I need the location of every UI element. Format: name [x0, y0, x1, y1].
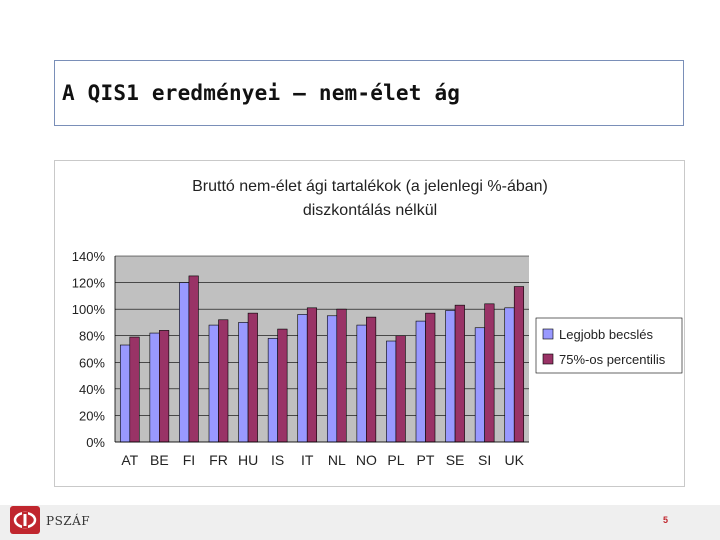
bar	[395, 335, 406, 443]
bar	[366, 316, 377, 443]
x-tick-label: HU	[238, 452, 258, 468]
bar	[218, 319, 229, 443]
bar	[277, 328, 288, 443]
legend-box	[535, 317, 683, 374]
bar	[188, 275, 199, 443]
bar	[238, 322, 249, 443]
legend-label: 75%-os percentilis	[559, 352, 666, 367]
y-tick-label: 40%	[79, 382, 105, 397]
x-tick-label: UK	[504, 452, 524, 468]
y-tick-label: 0%	[86, 435, 105, 450]
bar	[356, 324, 367, 443]
x-tick-label: IT	[301, 452, 314, 468]
y-tick-label: 100%	[72, 302, 106, 317]
bar	[425, 312, 436, 443]
page-number: 5	[663, 515, 669, 525]
bar	[129, 336, 140, 443]
chart-frame: Bruttó nem-élet ági tartalékok (a jelenl…	[54, 160, 685, 487]
legend-label: Legjobb becslés	[559, 327, 653, 342]
x-tick-label: SI	[478, 452, 491, 468]
bar	[149, 332, 160, 443]
y-tick-label: 20%	[79, 408, 105, 423]
bar	[179, 282, 190, 443]
bar	[504, 307, 515, 443]
bar	[267, 338, 278, 443]
bar	[454, 304, 465, 443]
chart-legend: Legjobb becslés 75%-os percentilis	[535, 317, 683, 374]
bar	[484, 303, 495, 443]
bar	[119, 344, 131, 443]
bar	[513, 286, 525, 443]
y-tick-label: 80%	[79, 329, 105, 344]
x-tick-label: SE	[446, 452, 465, 468]
bar	[297, 314, 308, 443]
slide-title-box: A QIS1 eredményei – nem-élet ág	[54, 60, 684, 126]
chart-title: Bruttó nem-élet ági tartalékok (a jelenl…	[192, 178, 548, 195]
x-tick-label: FR	[209, 452, 228, 468]
plot-area: 0% 20% 40% 60% 80% 100% 120% 140% AT BE FI FR HU IS IT…	[72, 249, 529, 468]
logo-text: PSZÁF	[46, 514, 91, 528]
legend-swatch	[542, 353, 554, 365]
bar	[159, 330, 170, 443]
legend-swatch	[542, 328, 554, 340]
x-tick-label: NO	[356, 452, 377, 468]
x-tick-label: BE	[150, 452, 169, 468]
slide-title: A QIS1 eredményei – nem-élet ág	[62, 81, 461, 105]
x-tick-label: IS	[271, 452, 284, 468]
bar	[208, 324, 219, 443]
bar-chart: Bruttó nem-élet ági tartalékok (a jelenl…	[72, 178, 683, 468]
x-tick-label: PL	[387, 452, 404, 468]
bar	[445, 310, 456, 443]
x-tick-label: PT	[417, 452, 435, 468]
footer-bar	[0, 505, 720, 540]
bar	[306, 307, 318, 443]
bar	[336, 308, 347, 443]
pszaf-logo	[10, 506, 40, 534]
y-tick-label: 120%	[72, 276, 106, 291]
bar	[326, 315, 338, 443]
plot-background	[115, 256, 529, 442]
bar	[415, 320, 426, 443]
bar	[247, 312, 258, 443]
x-tick-label: NL	[328, 452, 346, 468]
chart-subtitle: diszkontálás nélkül	[303, 202, 437, 219]
y-tick-label: 140%	[72, 249, 106, 264]
x-tick-label: AT	[121, 452, 138, 468]
bar	[474, 327, 485, 443]
x-tick-label: FI	[183, 452, 195, 468]
y-tick-label: 60%	[79, 355, 105, 370]
bar	[386, 340, 397, 443]
logo-icon	[13, 511, 37, 529]
